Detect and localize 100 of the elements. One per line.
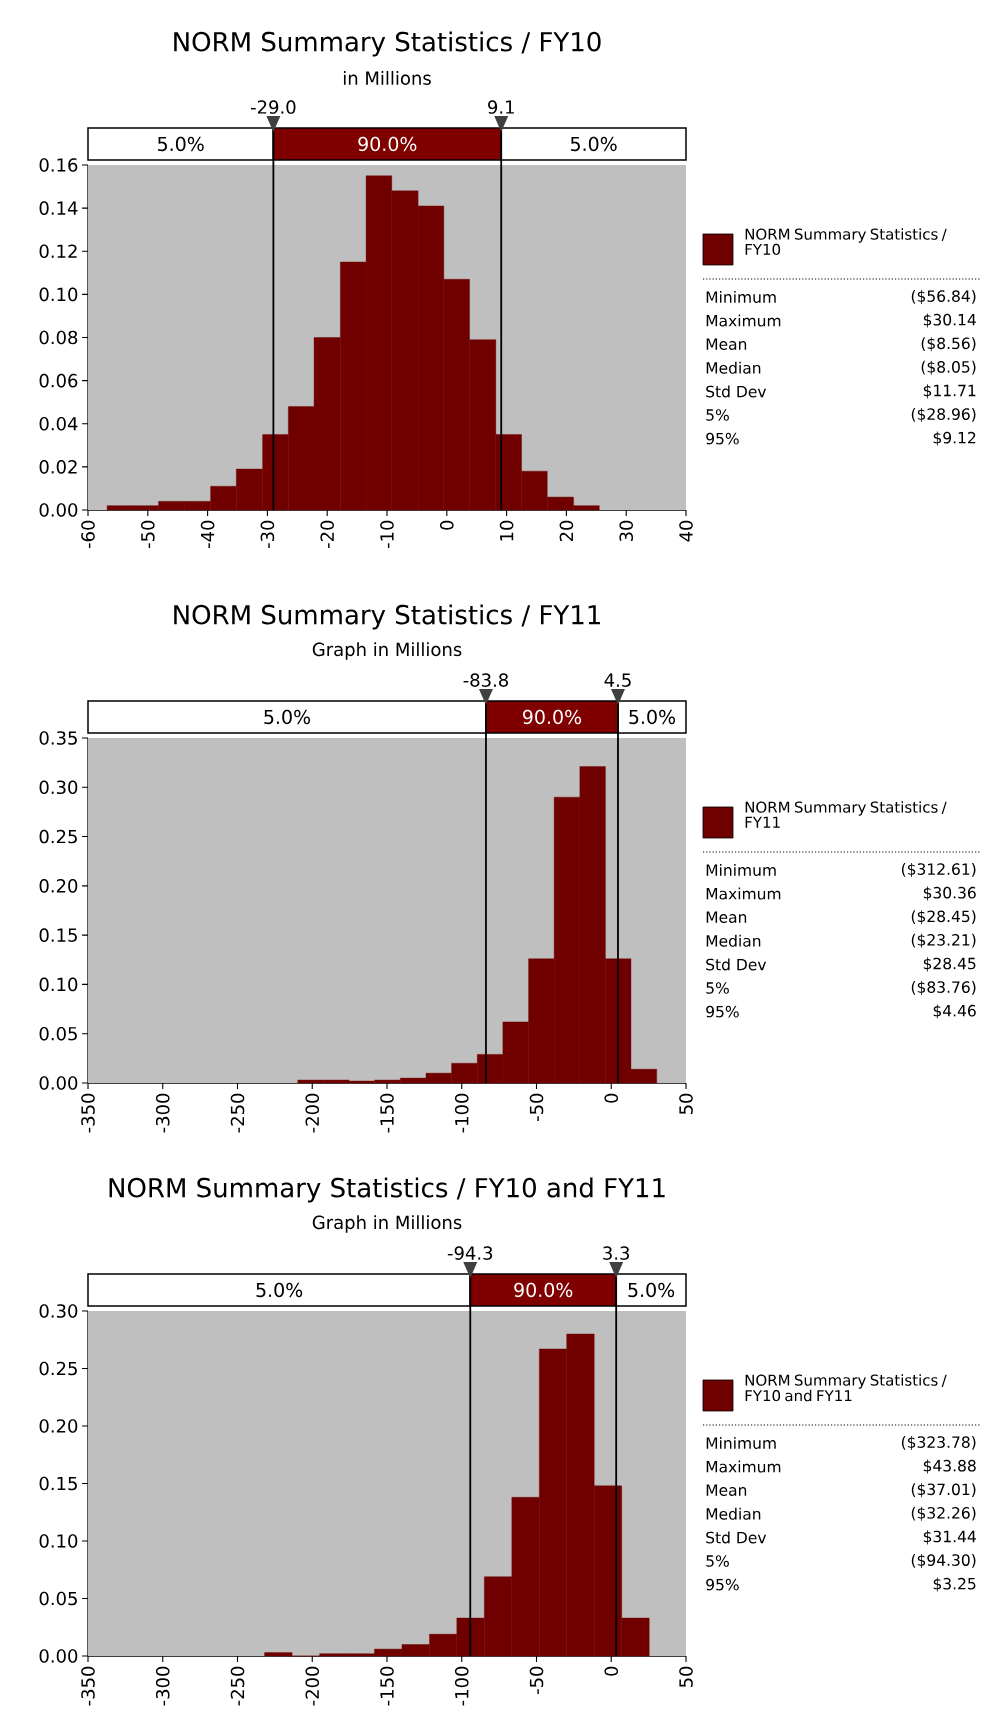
x-tick-label: -50 <box>140 520 155 549</box>
x-tick-label: 40 <box>679 520 693 542</box>
x-tick-label: -50 <box>529 1093 544 1122</box>
y-tick-label: 0.02 <box>39 460 77 474</box>
y-tick-label: 0.25 <box>39 1361 77 1376</box>
y-tick-label: 0.10 <box>39 1534 78 1548</box>
text: 5.0% <box>628 1282 675 1298</box>
text: 5.0% <box>256 1282 303 1298</box>
x-tick-label: 30 <box>619 520 634 542</box>
text: Maximum <box>706 1460 781 1473</box>
x-tick-label: -100 <box>454 1666 469 1706</box>
text: Mean <box>706 911 747 923</box>
ref-line-label: -83.8 <box>463 673 509 687</box>
y-tick-label: 0.04 <box>39 416 78 431</box>
x-tick-label: 0 <box>439 520 454 530</box>
text: ($312.61) <box>901 862 976 878</box>
text: 5.0% <box>570 136 617 152</box>
text: ($94.30) <box>911 1553 976 1569</box>
text: Maximum <box>706 887 781 900</box>
x-tick-label: -250 <box>230 1093 245 1133</box>
y-tick-label: 0.15 <box>39 928 77 942</box>
y-tick-label: 0.00 <box>39 503 78 517</box>
x-tick-label: -350 <box>81 1093 95 1133</box>
y-tick-label: 0.20 <box>39 1419 78 1433</box>
text: Std Dev <box>706 958 767 971</box>
text: $3.25 <box>933 1577 976 1592</box>
x-tick-label: 0 <box>604 1093 619 1103</box>
text: Std Dev <box>706 385 767 398</box>
text: 5% <box>706 409 729 421</box>
y-tick-label: 0.30 <box>39 1304 78 1318</box>
chart-subtitle: Graph in Millions <box>312 642 462 660</box>
text: Minimum <box>706 863 776 876</box>
text: $28.45 <box>923 957 976 972</box>
text: Std Dev <box>706 1531 767 1544</box>
y-tick-label: 0.00 <box>39 1076 78 1090</box>
text: 95% <box>706 1578 739 1591</box>
chart-subtitle: in Millions <box>343 71 431 85</box>
legend-label: NORM Summary Statistics / FY11 <box>745 801 947 828</box>
chart-title: NORM Summary Statistics / FY11 <box>174 604 600 630</box>
text: $9.12 <box>933 431 976 446</box>
text: ($28.96) <box>911 407 976 423</box>
x-tick-label: -60 <box>81 520 95 549</box>
text: Mean <box>706 338 747 350</box>
y-tick-label: 0.35 <box>39 731 77 745</box>
text: Minimum <box>706 1436 776 1449</box>
text: ($83.76) <box>911 980 976 996</box>
x-tick-label: 50 <box>679 1666 693 1688</box>
text: 90.0% <box>522 709 582 725</box>
x-tick-label: 50 <box>679 1093 693 1115</box>
legend-label: NORM Summary Statistics / FY10 and FY11 <box>745 1374 947 1402</box>
text: $43.88 <box>923 1459 976 1474</box>
text: 95% <box>706 432 739 445</box>
y-tick-label: 0.08 <box>39 330 78 345</box>
text: $4.46 <box>933 1004 976 1019</box>
text: 5.0% <box>629 709 676 725</box>
text: Minimum <box>706 290 776 303</box>
y-tick-label: 0.10 <box>39 287 78 302</box>
x-tick-label: -300 <box>155 1666 170 1706</box>
x-tick-label: -200 <box>305 1666 320 1706</box>
x-tick-label: -10 <box>380 520 394 549</box>
text: 5% <box>706 1555 729 1567</box>
ref-line-label: -29.0 <box>250 100 296 114</box>
text: Mean <box>706 1484 747 1496</box>
y-tick-label: 0.20 <box>39 879 78 893</box>
text: ($56.84) <box>911 289 976 305</box>
x-tick-label: 0 <box>604 1666 619 1676</box>
x-tick-label: -350 <box>81 1666 95 1706</box>
text: ($323.78) <box>901 1435 976 1451</box>
y-tick-label: 0.05 <box>39 1026 77 1041</box>
y-tick-label: 0.16 <box>39 158 78 172</box>
text: ($8.56) <box>921 337 976 352</box>
x-tick-label: 20 <box>559 520 574 542</box>
text: ($37.01) <box>911 1483 976 1498</box>
text: Median <box>706 361 761 374</box>
text: 5.0% <box>264 709 311 725</box>
text: Maximum <box>706 314 781 327</box>
x-tick-label: -250 <box>230 1666 245 1706</box>
text: 95% <box>706 1005 739 1018</box>
y-tick-label: 0.25 <box>39 829 77 844</box>
text: ($28.45) <box>911 910 976 925</box>
ref-line-label: -94.3 <box>447 1246 493 1260</box>
text: ($23.21) <box>911 933 976 948</box>
text: Median <box>706 934 761 947</box>
ref-line-label: 3.3 <box>603 1246 630 1260</box>
y-tick-label: 0.10 <box>39 977 78 992</box>
legend-label: NORM Summary Statistics / FY10 <box>745 228 947 256</box>
text: $31.44 <box>923 1530 976 1545</box>
x-tick-label: -40 <box>200 520 215 549</box>
y-tick-label: 0.00 <box>39 1649 78 1663</box>
text: ($32.26) <box>911 1506 976 1521</box>
x-tick-label: -150 <box>380 1093 394 1133</box>
x-tick-label: 10 <box>499 520 514 541</box>
text: $30.14 <box>923 313 976 328</box>
text: 90.0% <box>358 136 417 152</box>
text: ($8.05) <box>921 360 976 375</box>
x-tick-label: -30 <box>260 520 275 549</box>
text: 90.0% <box>514 1282 573 1298</box>
text: $30.36 <box>923 886 976 901</box>
chart-subtitle: Graph in Millions <box>312 1215 462 1233</box>
text: 5% <box>706 982 729 994</box>
